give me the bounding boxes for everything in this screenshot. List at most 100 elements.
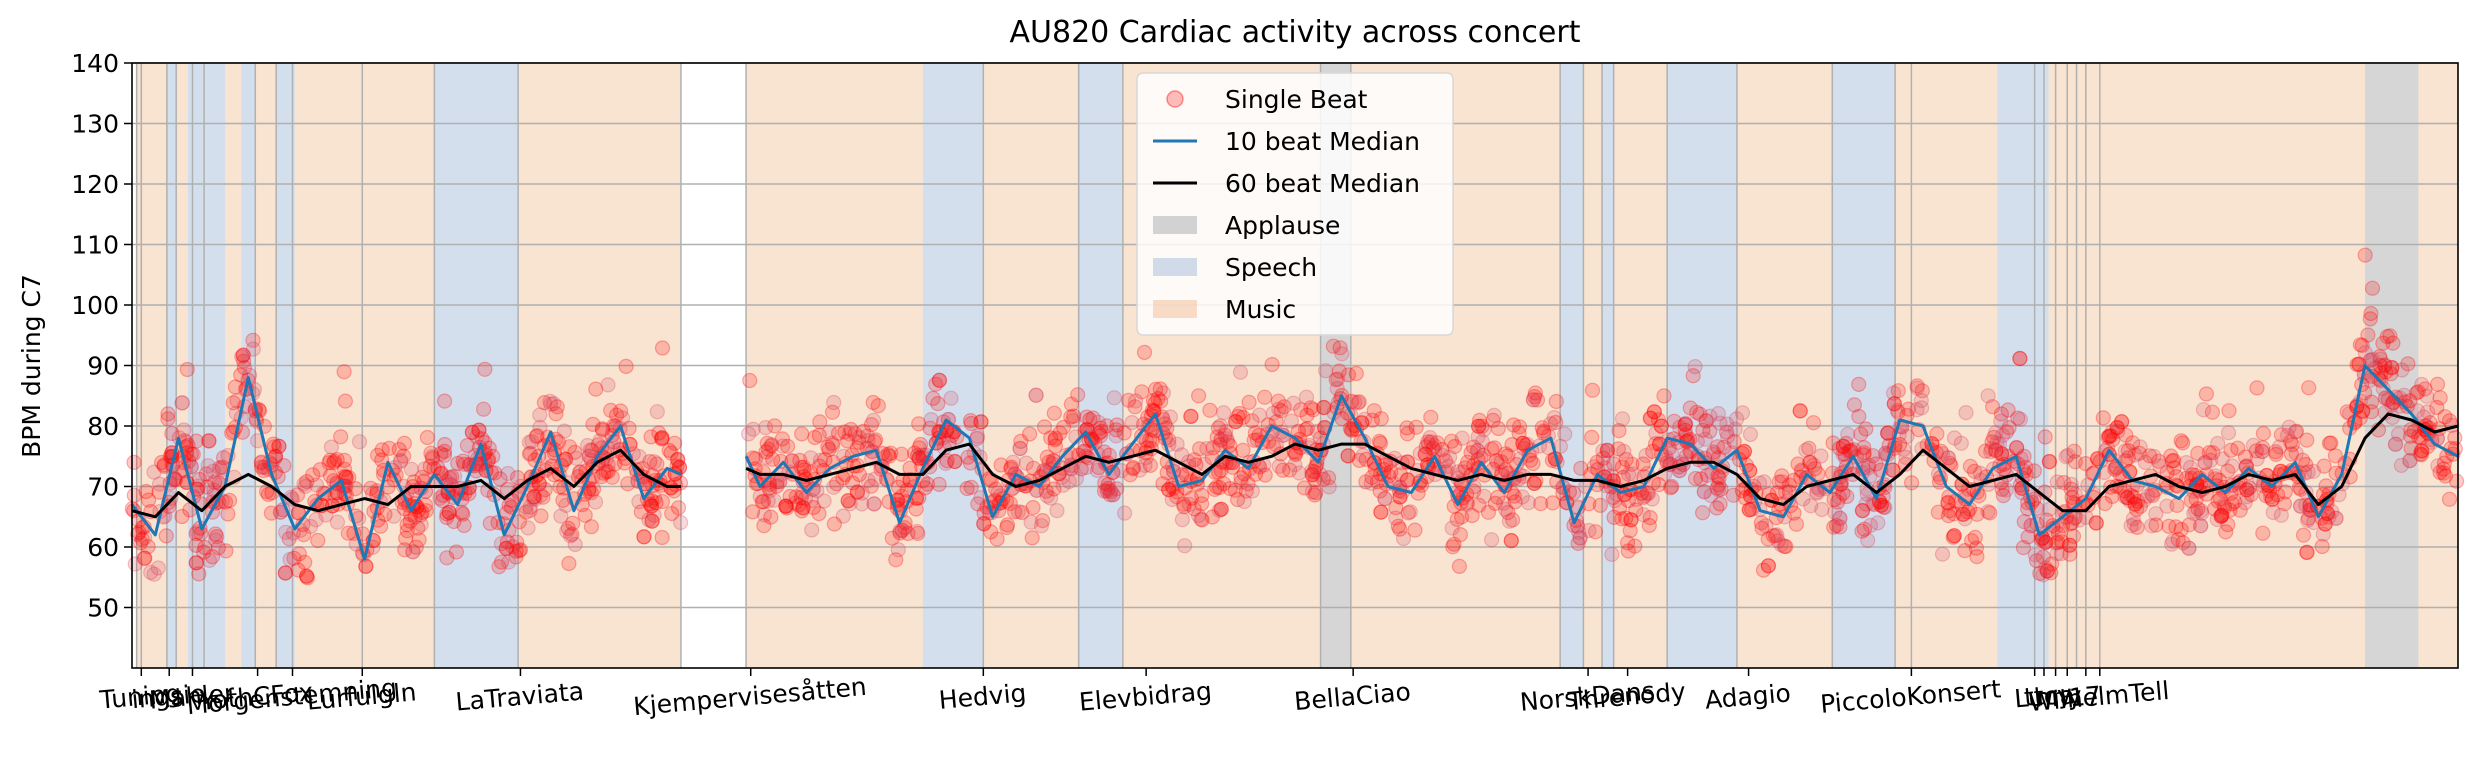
single-beat-point <box>1995 488 2012 504</box>
single-beat-point <box>2279 427 2296 443</box>
single-beat-point <box>526 489 542 505</box>
single-beat-point <box>1138 433 1154 449</box>
single-beat-point <box>2327 448 2343 464</box>
single-beat-point <box>1043 430 1059 446</box>
single-beat-point <box>755 494 772 510</box>
single-beat-point <box>267 448 284 464</box>
single-beat-point <box>1505 417 1522 433</box>
single-beat-point <box>863 417 880 433</box>
single-beat-point <box>1802 454 1818 470</box>
single-beat-point <box>893 446 910 462</box>
single-beat-point <box>2012 350 2028 367</box>
single-beat-point <box>752 488 768 504</box>
single-beat-point <box>1283 413 1300 429</box>
single-beat-point <box>493 554 510 570</box>
single-beat-point <box>1618 510 1634 526</box>
single-beat-point <box>794 426 810 442</box>
single-beat-point <box>1287 457 1303 473</box>
single-beat-point <box>2429 376 2446 392</box>
single-beat-point <box>1177 538 1193 554</box>
single-beat-point <box>2382 328 2398 344</box>
single-beat-point <box>1880 425 1896 441</box>
single-beat-point <box>2300 464 2316 480</box>
single-beat-point <box>2010 410 2026 426</box>
single-beat-point <box>568 450 585 466</box>
single-beat-point <box>2184 467 2200 483</box>
single-beat-point <box>521 446 538 462</box>
legend-label: Applause <box>1225 211 1340 240</box>
y-tick-label: 60 <box>87 533 119 562</box>
single-beat-point <box>1760 558 1777 574</box>
single-beat-point <box>2351 356 2367 372</box>
single-beat-point <box>308 512 324 528</box>
single-beat-point <box>2173 521 2189 538</box>
single-beat-point <box>1728 411 1745 427</box>
single-beat-point <box>1638 447 1654 464</box>
single-beat-point <box>826 516 843 532</box>
single-beat-point <box>1213 431 1229 447</box>
single-beat-point <box>2387 436 2404 452</box>
single-beat-point <box>201 433 217 449</box>
single-beat-point <box>1587 524 1604 540</box>
single-beat-point <box>137 550 153 566</box>
single-beat-point <box>1181 496 1197 512</box>
single-beat-point <box>766 418 783 434</box>
single-beat-point <box>2123 518 2139 534</box>
single-beat-point <box>1005 454 1021 470</box>
single-beat-point <box>2088 515 2104 531</box>
single-beat-point <box>1599 442 1615 458</box>
single-beat-point <box>866 496 882 512</box>
single-beat-point <box>456 456 472 472</box>
single-beat-point <box>1870 515 1886 531</box>
single-beat-point <box>2161 518 2177 535</box>
single-beat-point <box>543 396 559 412</box>
single-beat-point <box>2321 435 2338 451</box>
single-beat-point <box>1774 474 1790 490</box>
single-beat-point <box>208 532 224 548</box>
single-beat-point <box>1624 466 1640 482</box>
single-beat-point <box>2264 491 2280 507</box>
single-beat-point <box>2239 482 2255 498</box>
single-beat-point <box>1176 496 1192 512</box>
single-beat-point <box>2305 463 2322 479</box>
single-beat-point <box>1628 491 1645 507</box>
single-beat-point <box>2035 549 2051 565</box>
legend-marker-music <box>1153 300 1197 318</box>
single-beat-point <box>1340 448 1356 464</box>
single-beat-point <box>931 476 947 492</box>
single-beat-point <box>2123 487 2139 504</box>
single-beat-point <box>1217 427 1233 443</box>
single-beat-point <box>336 461 353 477</box>
single-beat-point <box>2104 423 2120 439</box>
single-beat-point <box>1827 504 1843 520</box>
single-beat-point <box>396 435 412 451</box>
single-beat-point <box>670 452 686 468</box>
single-beat-point <box>1251 407 1268 423</box>
single-beat-point <box>1696 484 1712 500</box>
single-beat-point <box>1664 446 1680 462</box>
single-beat-point <box>493 536 509 552</box>
single-beat-point <box>847 426 863 442</box>
single-beat-point <box>2119 490 2135 506</box>
x-tick-label: LaTraviata <box>454 676 585 716</box>
single-beat-point <box>2066 443 2082 459</box>
single-beat-point <box>1982 505 1998 521</box>
single-beat-point <box>413 507 429 523</box>
single-beat-point <box>2429 399 2445 416</box>
single-beat-point <box>1570 535 1586 552</box>
single-beat-point <box>1856 521 1873 537</box>
single-beat-point <box>2239 482 2255 498</box>
single-beat-point <box>1388 500 1404 516</box>
single-beat-point <box>909 448 926 464</box>
single-beat-point <box>1092 428 1109 444</box>
single-beat-point <box>1897 456 1914 472</box>
single-beat-point <box>2226 494 2243 510</box>
single-beat-point <box>1719 416 1735 432</box>
single-beat-point <box>1320 470 1337 486</box>
single-beat-point <box>1174 511 1191 528</box>
single-beat-point <box>439 550 455 566</box>
single-beat-point <box>1525 392 1542 408</box>
single-beat-point <box>1213 501 1229 517</box>
single-beat-point <box>2387 436 2404 452</box>
single-beat-point <box>865 412 882 428</box>
